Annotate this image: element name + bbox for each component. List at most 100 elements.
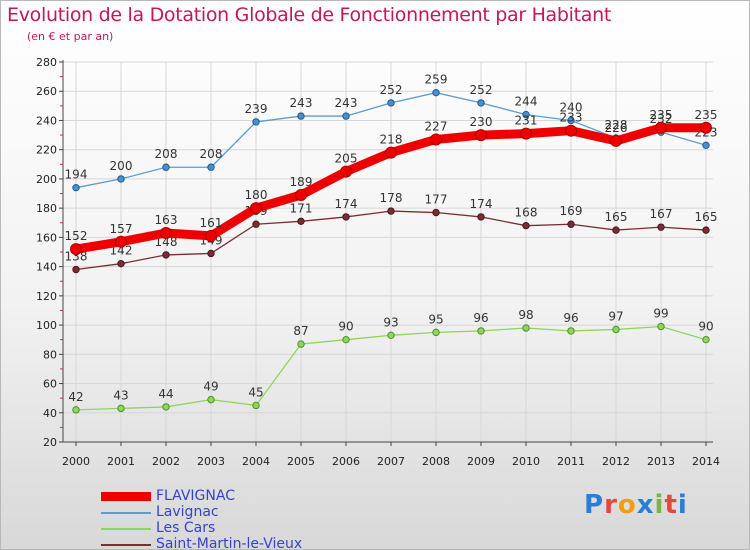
data-point-les-cars <box>252 401 260 410</box>
logo-letter: o <box>617 490 637 520</box>
logo-letter: t <box>664 490 678 520</box>
data-label-lavignac: 200 <box>110 159 133 173</box>
data-point-flavignac <box>520 127 532 140</box>
x-tick-label: 2009 <box>467 455 495 468</box>
data-label-les-cars: 93 <box>383 315 398 329</box>
data-label-lavignac: 259 <box>425 73 448 87</box>
x-tick-label: 2004 <box>242 455 270 468</box>
y-tick-label: 220 <box>36 144 57 157</box>
data-label-saint-martin-le-vieux: 169 <box>560 204 583 218</box>
y-tick-label: 20 <box>43 436 57 449</box>
data-point-lavignac <box>207 163 215 171</box>
y-tick-label: 260 <box>36 85 57 98</box>
data-label-saint-martin-le-vieux: 178 <box>380 191 403 205</box>
y-tick-label: 200 <box>36 173 57 186</box>
data-point-saint-martin-le-vieux <box>477 213 485 221</box>
logo-letter: i <box>677 490 688 520</box>
data-label-les-cars: 43 <box>113 388 128 402</box>
data-point-lavignac <box>702 141 710 150</box>
y-tick-label: 160 <box>36 231 57 244</box>
x-tick-label: 2007 <box>377 455 405 468</box>
data-label-les-cars: 87 <box>293 324 308 338</box>
data-label-saint-martin-le-vieux: 177 <box>425 193 448 207</box>
data-label-flavignac: 189 <box>290 175 313 189</box>
data-point-flavignac <box>565 124 577 137</box>
data-label-les-cars: 96 <box>473 311 488 325</box>
x-tick-label: 2001 <box>107 455 135 468</box>
data-point-saint-martin-le-vieux <box>252 220 260 228</box>
data-point-saint-martin-le-vieux <box>522 221 530 230</box>
data-point-flavignac <box>700 121 712 134</box>
data-point-saint-martin-le-vieux <box>342 213 350 221</box>
data-label-flavignac: 218 <box>380 133 403 147</box>
legend-label-les-cars: Les Cars <box>156 520 216 536</box>
data-point-saint-martin-le-vieux <box>117 259 125 268</box>
data-label-les-cars: 44 <box>158 387 173 401</box>
x-tick-label: 2002 <box>152 455 180 468</box>
logo-letter: P <box>584 490 605 520</box>
data-point-flavignac <box>250 202 262 215</box>
data-label-les-cars: 98 <box>518 308 533 322</box>
data-point-flavignac <box>115 235 127 248</box>
data-point-flavignac <box>385 146 397 159</box>
legend-item-les-cars[interactable]: Les Cars <box>101 520 361 536</box>
y-tick-label: 120 <box>36 290 57 303</box>
legend-label-lavignac: Lavignac <box>156 504 219 520</box>
data-point-flavignac <box>475 129 487 142</box>
data-point-lavignac <box>72 183 80 192</box>
data-label-flavignac: 157 <box>110 222 133 236</box>
data-point-lavignac <box>342 112 350 120</box>
data-label-les-cars: 90 <box>698 320 713 334</box>
data-label-les-cars: 49 <box>203 380 218 394</box>
data-label-saint-martin-le-vieux: 174 <box>335 197 358 211</box>
data-label-flavignac: 233 <box>560 111 583 125</box>
data-label-lavignac: 194 <box>65 168 88 182</box>
legend-item-flavignac[interactable]: FLAVIGNAC <box>101 488 361 504</box>
legend-item-saint-martin-le-vieux[interactable]: Saint-Martin-le-Vieux <box>101 536 361 549</box>
data-label-lavignac: 252 <box>380 83 403 97</box>
data-point-les-cars <box>207 395 215 404</box>
data-point-flavignac <box>610 134 622 147</box>
logo-letter: i <box>654 490 665 520</box>
y-tick-label: 100 <box>36 319 57 332</box>
data-point-saint-martin-le-vieux <box>162 251 170 259</box>
data-label-saint-martin-le-vieux: 171 <box>290 201 313 215</box>
x-tick-label: 2011 <box>557 455 585 468</box>
data-point-lavignac <box>522 110 530 119</box>
data-point-les-cars <box>702 335 710 344</box>
data-point-lavignac <box>477 99 485 107</box>
x-tick-label: 2012 <box>602 455 630 468</box>
data-label-flavignac: 205 <box>335 152 358 166</box>
y-tick-label: 80 <box>43 348 57 361</box>
data-point-flavignac <box>655 121 667 134</box>
data-point-flavignac <box>340 165 352 178</box>
data-point-les-cars <box>567 327 575 335</box>
data-label-flavignac: 163 <box>155 213 178 227</box>
data-point-flavignac <box>430 133 442 146</box>
data-label-flavignac: 230 <box>470 115 493 129</box>
data-label-saint-martin-le-vieux: 165 <box>695 210 718 224</box>
chart-legend: FLAVIGNAC Lavignac Les Cars Saint-Martin… <box>101 488 361 549</box>
data-label-saint-martin-le-vieux: 167 <box>650 207 673 221</box>
data-point-les-cars <box>612 325 620 334</box>
data-point-les-cars <box>657 322 665 331</box>
x-tick-label: 2005 <box>287 455 315 468</box>
data-label-flavignac: 227 <box>425 119 448 133</box>
data-point-lavignac <box>297 112 305 120</box>
data-point-saint-martin-le-vieux <box>567 220 575 228</box>
data-point-les-cars <box>477 327 485 335</box>
data-point-saint-martin-le-vieux <box>612 226 620 234</box>
data-label-les-cars: 95 <box>428 312 443 326</box>
x-tick-label: 2000 <box>62 455 90 468</box>
chart-subtitle: (en € et par an) <box>27 30 114 43</box>
data-point-lavignac <box>432 88 440 97</box>
legend-label-flavignac: FLAVIGNAC <box>156 488 235 504</box>
data-label-les-cars: 42 <box>68 390 83 404</box>
legend-item-lavignac[interactable]: Lavignac <box>101 504 361 520</box>
data-label-lavignac: 228 <box>605 118 628 132</box>
legend-swatch-saint-martin-le-vieux <box>101 544 151 546</box>
legend-swatch-flavignac <box>101 492 151 501</box>
x-tick-label: 2014 <box>692 455 720 468</box>
